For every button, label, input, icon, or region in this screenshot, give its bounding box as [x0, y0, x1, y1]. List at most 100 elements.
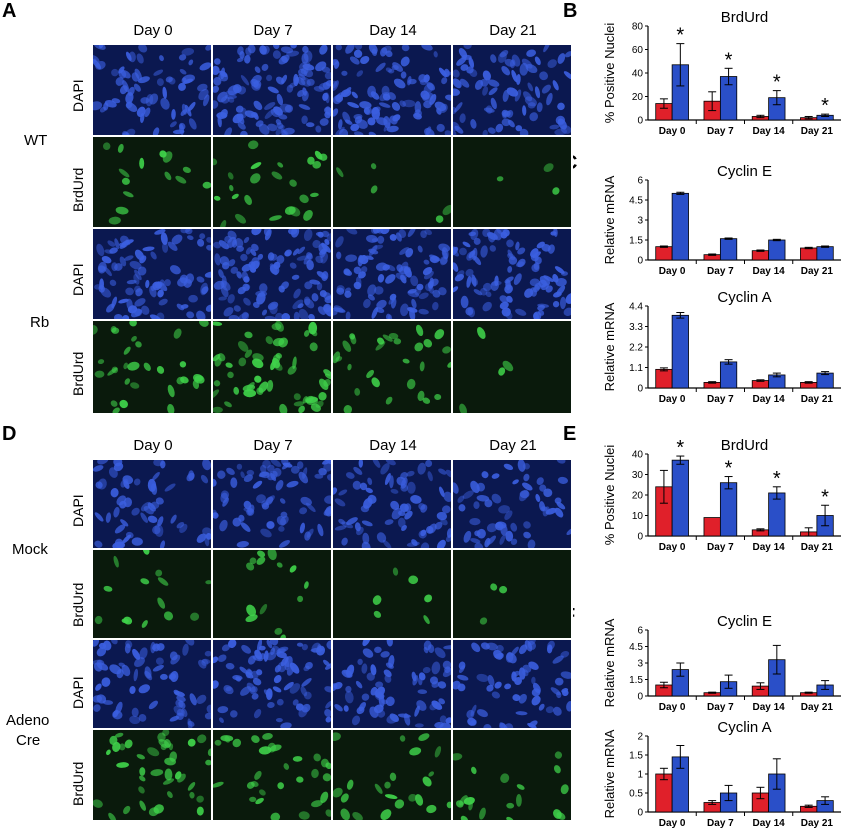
micrograph-dapi-r1-c2: [213, 45, 331, 135]
error-bar: [659, 767, 668, 781]
bar: [719, 361, 738, 389]
error-bar: [676, 191, 685, 195]
micrograph-dapi-r1-c3: [333, 460, 451, 548]
bottom-stain-label-4: BrdUrd: [70, 761, 86, 806]
x-tick-label: Day 0: [659, 702, 686, 713]
group-label-rb: Rb: [30, 314, 50, 331]
error-bar: [724, 674, 733, 689]
micrograph-brdurd-r2-c2: [213, 137, 331, 227]
error-bar: [772, 644, 781, 675]
error-bar: [724, 476, 733, 490]
bar: [671, 459, 689, 537]
chart-c-cyclin-a: Cyclin A Relative mRNA 0 1.1 2.2 3.3 4.4 Day 0 D…: [578, 282, 843, 410]
micrograph-dapi-r3-c2: [213, 229, 331, 319]
top-day-7-label: Day 7: [253, 22, 293, 39]
x-tick-label: Day 7: [707, 266, 734, 277]
error-bar: [676, 312, 685, 319]
y-axis-label: % Positive Nuclei: [602, 23, 617, 124]
y-tick-label: 0: [637, 692, 643, 703]
bottom-day-7-label: Day 7: [253, 437, 293, 454]
micrograph-brdurd-r4-c1: [93, 321, 211, 413]
significance-asterisk: *: [821, 95, 829, 117]
y-tick-label: 1.5: [629, 751, 643, 762]
y-axis-label: % Positive Nuclei: [602, 445, 617, 546]
chart-title: Cyclin E: [717, 163, 772, 180]
chart-title: BrdUrd: [721, 437, 769, 454]
panel-letter-d: D: [2, 423, 17, 445]
top-day-21-label: Day 21: [489, 22, 537, 39]
y-tick-label: 4.4: [629, 302, 643, 313]
error-bar: [659, 681, 668, 689]
y-tick-label: 20: [632, 92, 644, 103]
bar: [655, 246, 673, 261]
bottom-day-21-label: Day 21: [489, 437, 537, 454]
x-tick-label: Day 0: [659, 394, 686, 405]
error-bar: [756, 379, 765, 382]
micrograph-brdurd-r2-c3: [333, 137, 451, 227]
error-bar: [708, 691, 717, 694]
significance-asterisk: *: [773, 468, 781, 490]
bar: [703, 517, 721, 537]
x-tick-label: Day 14: [753, 266, 786, 277]
x-tick-label: Day 21: [801, 542, 834, 553]
micrograph-grid-bottom: [93, 460, 573, 820]
y-tick-label: 1.1: [629, 363, 643, 374]
top-stain-label-3: DAPI: [70, 263, 86, 296]
top-stain-label-4: BrdUrd: [70, 351, 86, 396]
y-tick-label: 3.3: [629, 322, 643, 333]
micrograph-dapi-r1-c4: [453, 460, 571, 548]
micrograph-dapi-r3-c1: [93, 229, 211, 319]
micrograph-brdurd-r4-c4: [453, 730, 571, 820]
error-bar: [804, 527, 813, 537]
x-tick-label: Day 7: [707, 818, 734, 829]
error-bar: [676, 43, 685, 87]
x-tick-label: Day 14: [753, 702, 786, 713]
error-bar: [676, 745, 685, 769]
x-tick-label: Day 0: [659, 818, 686, 829]
error-bar: [676, 455, 685, 465]
significance-asterisk: *: [821, 486, 829, 508]
y-tick-label: 6: [637, 626, 643, 637]
micrograph-dapi-r1-c3: [333, 45, 451, 135]
micrograph-brdurd-r2-c1: [93, 137, 211, 227]
panel-letter-b: B: [563, 0, 578, 22]
error-bar: [756, 114, 765, 119]
y-tick-label: 3: [637, 216, 643, 227]
micrograph-brdurd-r4-c3: [333, 321, 451, 413]
micrograph-dapi-r3-c3: [333, 640, 451, 728]
y-tick-label: 3: [637, 659, 643, 670]
error-bar: [708, 91, 717, 112]
y-tick-label: 0.5: [629, 789, 643, 800]
y-tick-label: 2.2: [629, 343, 643, 354]
x-tick-label: Day 14: [753, 394, 786, 405]
error-bar: [821, 680, 830, 690]
bar: [768, 239, 786, 261]
y-tick-label: 80: [632, 22, 644, 33]
group-label-mock: Mock: [12, 541, 48, 558]
error-bar: [821, 245, 830, 248]
y-tick-label: 4.5: [629, 196, 643, 207]
y-tick-label: 40: [632, 450, 644, 461]
bottom-stain-label-3: DAPI: [70, 676, 86, 709]
error-bar: [804, 691, 813, 694]
y-tick-label: 30: [632, 470, 644, 481]
top-day-0-label: Day 0: [133, 22, 173, 39]
error-bar: [772, 486, 781, 500]
group-label-cre: Cre: [16, 732, 41, 749]
y-axis-label: Relative mRNA: [602, 618, 617, 707]
y-axis-label: Relative mRNA: [602, 729, 617, 818]
micrograph-dapi-r1-c1: [93, 460, 211, 548]
micrograph-brdurd-r4-c1: [93, 730, 211, 820]
group-label-wt: WT: [24, 132, 48, 149]
chart-title: Cyclin A: [717, 289, 771, 306]
y-tick-label: 0: [637, 384, 643, 395]
error-bar: [708, 381, 717, 384]
y-tick-label: 1.5: [629, 236, 643, 247]
micrograph-dapi-r3-c1: [93, 640, 211, 728]
bottom-stain-label-2: BrdUrd: [70, 582, 86, 627]
x-tick-label: Day 21: [801, 394, 834, 405]
bar: [671, 192, 689, 261]
y-axis-label: Relative mRNA: [602, 175, 617, 264]
error-bar: [772, 372, 781, 378]
x-tick-label: Day 0: [659, 542, 686, 553]
